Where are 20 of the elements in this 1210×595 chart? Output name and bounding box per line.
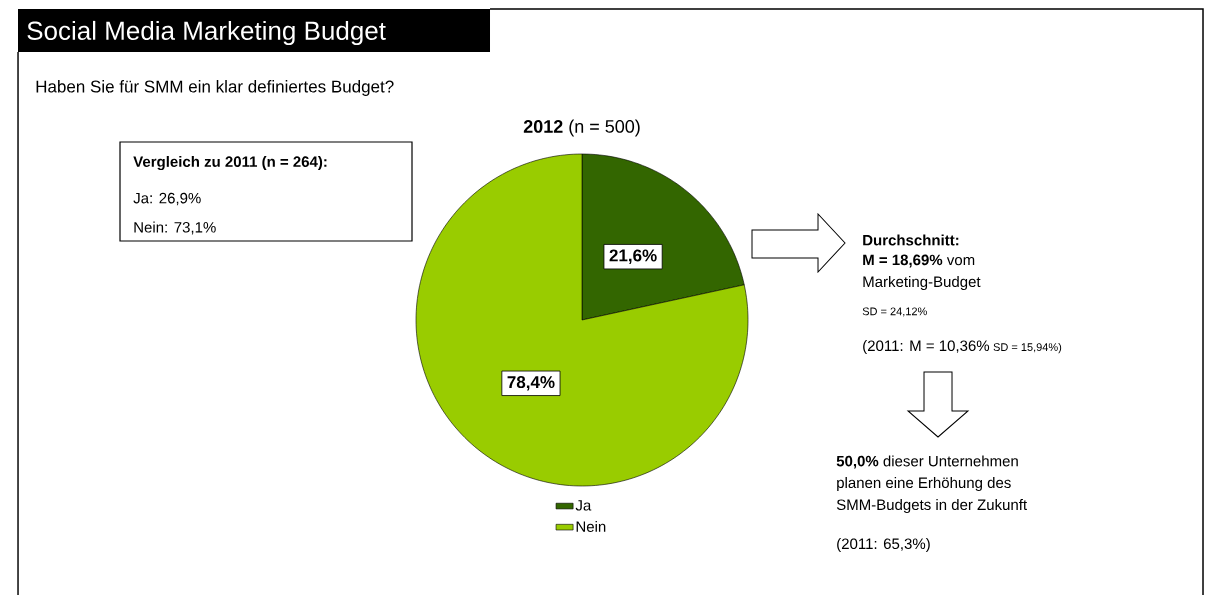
- data-label: 78,4%: [507, 376, 555, 391]
- text: Marketing-Budget: [863, 276, 981, 290]
- text: Durchschnitt:: [863, 234, 959, 246]
- text: Nein: 73,1%: [134, 221, 216, 235]
- text: SMM-Budgets in der Zukunft: [836, 499, 1027, 513]
- legend-label: Nein: [576, 520, 606, 532]
- text: Social Media Marketing Budget: [27, 20, 386, 46]
- text: SD = 15,94%): [993, 342, 1062, 354]
- text: SD = 24,12%: [862, 307, 927, 317]
- text: 2012 (n = 500): [523, 119, 640, 137]
- text: (2011: 65,3%): [837, 538, 930, 552]
- text: planen eine Erhöhung des: [837, 477, 1011, 491]
- text: M = 18,69% vom: [863, 254, 975, 268]
- legend-label: Ja: [575, 500, 592, 511]
- text: Vergleich zu 2011 (n = 264):: [133, 155, 327, 171]
- text: (2011: M = 10,36%: [863, 340, 990, 354]
- data-label: 21,6%: [609, 249, 657, 264]
- text: 50,0% dieser Unternehmen: [836, 455, 1018, 469]
- text: Haben Sie für SMM ein klar definiertes Budget?: [36, 80, 394, 96]
- text: Ja: 26,9%: [133, 192, 201, 206]
